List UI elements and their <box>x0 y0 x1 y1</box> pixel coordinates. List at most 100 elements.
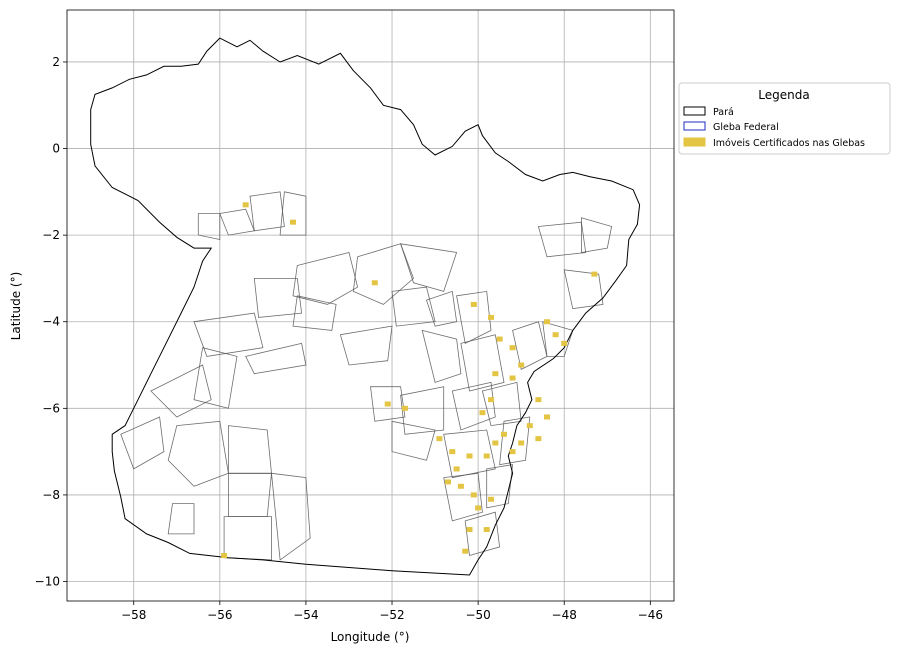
imovel-certificado-parcel <box>535 436 542 442</box>
para-state-outline <box>90 37 641 576</box>
imovel-certificado-parcel <box>535 397 542 403</box>
gleba-federal-polygon <box>421 329 462 383</box>
y-tick-label: −6 <box>42 401 60 415</box>
imovel-certificado-parcel <box>470 301 477 307</box>
legend: Legenda Pará Gleba Federal Imóveis Certi… <box>678 82 891 155</box>
x-tick-label: −58 <box>121 608 146 622</box>
y-tick-label: 2 <box>52 55 60 69</box>
gleba-federal-polygon <box>481 381 522 427</box>
imovel-certificado-parcel <box>242 202 249 208</box>
gleba-federal-polygon <box>352 243 414 305</box>
imovel-certificado-parcel <box>475 505 482 511</box>
gleba-federal-polygon <box>464 511 501 557</box>
gleba-federal-polygon <box>253 277 303 318</box>
para-outline-layer <box>90 37 641 576</box>
gleba-federal-polygon <box>443 472 483 522</box>
legend-label-gleba-federal: Gleba Federal <box>713 122 779 133</box>
gleba-federal-polygon <box>271 472 311 561</box>
x-tick-label: −56 <box>207 608 232 622</box>
imovel-certificado-parcel <box>544 319 551 325</box>
gleba-federal-polygon <box>249 191 285 232</box>
imovel-certificado-parcel <box>444 479 451 485</box>
gleba-federal-polygon <box>391 420 436 461</box>
plot-area <box>67 10 674 601</box>
gleba-federal-polygon <box>167 420 229 487</box>
y-tick-label: −4 <box>42 315 60 329</box>
gleba-federal-polygon <box>150 364 212 418</box>
imovel-certificado-parcel <box>401 405 408 411</box>
legend-label-para: Pará <box>713 107 734 118</box>
gleba-federal-polygon <box>197 213 221 240</box>
imovel-certificado-parcel <box>492 440 499 446</box>
y-axis-label: Latitude (°) <box>9 272 23 341</box>
imovel-certificado-parcel <box>479 410 486 416</box>
y-tick-label: −10 <box>35 575 60 589</box>
gleba-federal-polygon <box>400 243 458 292</box>
imovel-certificado-parcel <box>509 345 516 351</box>
imovel-certificado-parcel <box>483 527 490 533</box>
imovel-certificado-parcel <box>371 280 378 286</box>
imovel-certificado-parcel <box>457 483 464 489</box>
gleba-federal-polygon <box>456 290 492 344</box>
gleba-federal-polygon <box>120 416 165 470</box>
imovel-certificado-parcel <box>500 431 507 437</box>
legend-label-imoveis: Imóveis Certificados nas Glebas <box>713 138 865 149</box>
x-axis-label: Longitude (°) <box>331 630 410 644</box>
imovel-certificado-parcel <box>449 449 456 455</box>
imovel-certificado-parcel <box>221 553 228 559</box>
y-axis-ticks: 2 0 −2 −4 −6 −8 −10 <box>35 55 67 589</box>
imovel-certificado-parcel <box>518 440 525 446</box>
gleba-federal-layer <box>120 191 613 561</box>
gleba-federal-polygon <box>537 221 587 258</box>
imoveis-layer <box>221 202 598 559</box>
imovel-certificado-parcel <box>544 414 551 420</box>
x-tick-label: −50 <box>465 608 490 622</box>
gleba-federal-polygon <box>245 342 307 375</box>
gleba-federal-polygon <box>292 295 337 331</box>
imovel-certificado-parcel <box>466 527 473 533</box>
imovel-certificado-parcel <box>509 449 516 455</box>
gleba-federal-polygon <box>486 464 514 509</box>
gleba-federal-polygon <box>193 347 238 409</box>
x-tick-label: −52 <box>379 608 404 622</box>
x-axis-ticks: −58 −56 −54 −52 −50 −48 −46 <box>121 601 663 622</box>
imovel-certificado-parcel <box>488 314 495 320</box>
plot-frame <box>66 9 675 602</box>
legend-swatch-imoveis <box>683 137 706 147</box>
imovel-certificado-parcel <box>526 423 533 429</box>
gleba-federal-polygon <box>292 252 359 305</box>
gleba-federal-polygon <box>451 381 496 431</box>
imovel-certificado-parcel <box>384 401 391 407</box>
gleba-federal-polygon <box>460 334 505 392</box>
imovel-certificado-parcel <box>466 453 473 459</box>
y-tick-label: −2 <box>42 228 60 242</box>
gleba-federal-polygon <box>425 290 458 327</box>
imovel-certificado-parcel <box>483 453 490 459</box>
imovel-certificado-parcel <box>462 548 469 554</box>
imovel-certificado-parcel <box>488 397 495 403</box>
grid-lines <box>67 10 674 601</box>
imovel-certificado-parcel <box>561 340 568 346</box>
x-tick-label: −46 <box>638 608 663 622</box>
gleba-federal-polygon <box>167 503 195 535</box>
gleba-federal-polygon <box>581 217 613 253</box>
gleba-federal-polygon <box>542 321 574 357</box>
imovel-certificado-parcel <box>496 336 503 342</box>
imovel-certificado-parcel <box>509 375 516 381</box>
gleba-federal-polygon <box>193 312 264 357</box>
gleba-federal-polygon <box>400 386 445 435</box>
gleba-federal-polygon <box>339 325 393 366</box>
gleba-federal-polygon <box>563 269 604 310</box>
imovel-certificado-parcel <box>290 219 297 225</box>
y-tick-label: −8 <box>42 488 60 502</box>
gleba-federal-polygon <box>391 286 436 327</box>
imovel-certificado-parcel <box>552 332 559 338</box>
imovel-certificado-parcel <box>470 492 477 498</box>
gleba-federal-polygon <box>370 386 406 422</box>
gleba-federal-polygon <box>443 429 496 479</box>
legend-title: Legenda <box>758 88 809 102</box>
legend-swatch-gleba-federal <box>683 121 706 131</box>
legend-box <box>678 82 891 155</box>
gleba-federal-polygon <box>279 191 307 236</box>
